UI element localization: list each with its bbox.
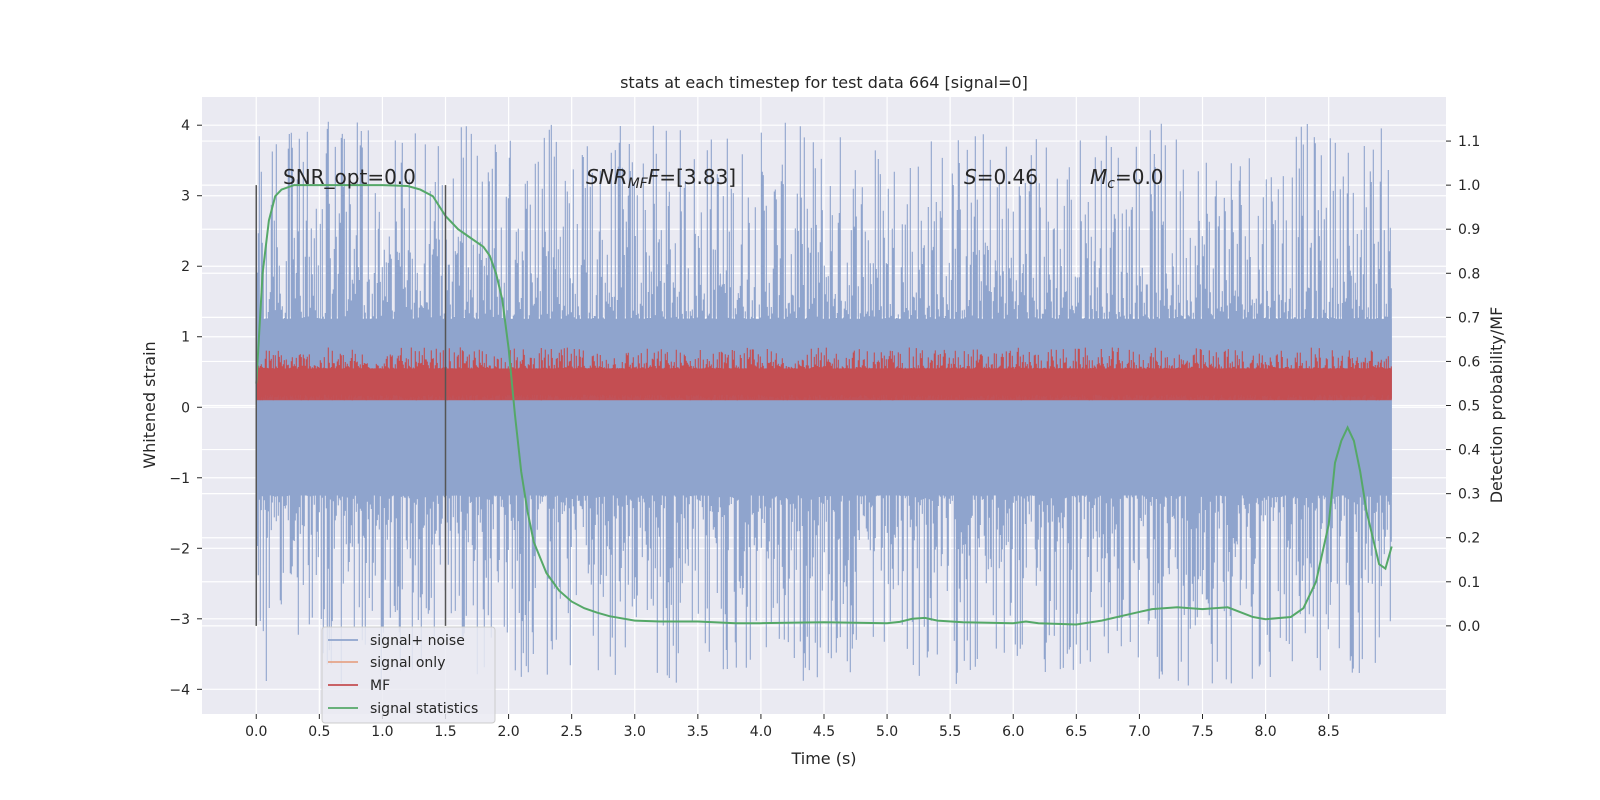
x-tick-label: 3.5 [687,724,709,740]
x-tick-label: 6.5 [1065,724,1087,740]
annotation-mc-main: M [1090,165,1107,189]
y-tick-label: 1 [181,330,190,346]
x-tick-label: 3.0 [624,724,646,740]
x-tick-label: 4.5 [813,724,835,740]
y2-axis-label: Detection probability/MF [1487,307,1506,504]
axis-ticks: 0.0 0.5 1.0 1.5 2.0 2.5 3.0 3.5 4.0 4.5 5.0 5.5 6.0 6… [169,118,1480,740]
annotation-s-value: =0.46 [977,165,1038,189]
annotation-s: S=0.46 [964,165,1038,189]
y-tick-label: −4 [169,682,190,698]
annotation-snr-opt: SNR_opt=0.0 [283,165,416,189]
y-tick-label: −3 [169,612,190,628]
y-axis-label: Whitened strain [140,341,159,468]
x-tick-label: 8.0 [1254,724,1276,740]
y-tick-label: 4 [181,118,190,134]
annotation-s-main: S [964,165,977,189]
x-tick-label: 7.5 [1191,724,1213,740]
y-tick-label: 2 [181,259,190,275]
y-tick-label: −2 [169,541,190,557]
annotation-snr-mf: SNRMFF=[3.83] [586,165,736,192]
x-tick-label: 4.0 [750,724,772,740]
annotation-mc: Mc=0.0 [1090,165,1164,192]
x-tick-label: 1.0 [371,724,393,740]
y2-tick-label: 0.6 [1458,354,1480,370]
y-tick-label: −1 [169,471,190,487]
x-tick-label: 2.5 [561,724,583,740]
y2-tick-label: 0.1 [1458,575,1480,591]
x-tick-label: 5.5 [939,724,961,740]
x-tick-label: 0.5 [308,724,330,740]
x-tick-label: 0.0 [245,724,267,740]
annotation-mc-value: =0.0 [1115,165,1164,189]
x-axis-label: Time (s) [790,749,856,768]
y2-tick-label: 0.4 [1458,443,1480,459]
y2-tick-label: 0.8 [1458,266,1480,282]
y2-tick-label: 0.3 [1458,487,1480,503]
legend-label-mf: MF [370,678,390,694]
y2-tick-label: 0.5 [1458,399,1480,415]
legend-label-stats: signal statistics [370,701,478,717]
x-tick-label: 2.0 [497,724,519,740]
legend-label-noise: signal+ noise [370,633,465,649]
vertical-markers [255,185,447,626]
legend-label-signal-only: signal only [370,655,445,671]
legend: signal+ noise signal only MF signal stat… [321,626,496,724]
annotation-snr-mf-f: F [648,165,660,189]
annotation-snr-mf-value: =[3.83] [659,165,736,189]
y2-tick-label: 0.9 [1458,222,1480,238]
y-tick-label: 0 [181,400,190,416]
y2-tick-label: 0.2 [1458,531,1480,547]
y2-tick-label: 0.7 [1458,310,1480,326]
x-tick-label: 1.5 [434,724,456,740]
x-tick-label: 7.0 [1128,724,1150,740]
y-tick-label: 3 [181,189,190,205]
legend-box [321,626,496,724]
x-tick-label: 6.0 [1002,724,1024,740]
chart-title: stats at each timestep for test data 664… [620,73,1028,92]
x-tick-label: 5.0 [876,724,898,740]
x-tick-label: 8.5 [1318,724,1340,740]
annotation-mc-sub: c [1107,176,1115,192]
signal-statistics-line [255,184,1393,626]
y2-tick-label: 1.1 [1458,134,1480,150]
y2-tick-label: 1.0 [1458,178,1480,194]
y2-tick-label: 0.0 [1458,619,1480,635]
annotation-snr-mf-main: SNR [586,165,628,189]
annotation-snr-mf-sub: MF [628,176,649,192]
